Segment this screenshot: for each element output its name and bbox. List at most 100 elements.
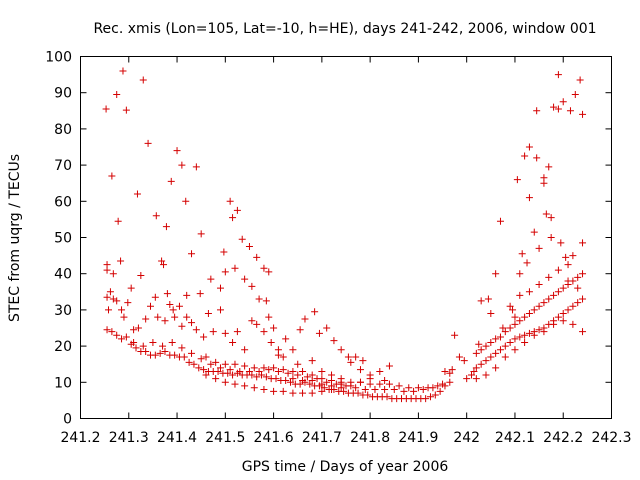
data-point xyxy=(308,389,316,397)
data-point xyxy=(144,139,152,147)
data-point xyxy=(511,335,519,343)
data-point xyxy=(303,373,311,381)
data-point xyxy=(200,366,208,374)
y-tick-label: 90 xyxy=(54,86,72,102)
data-point xyxy=(390,386,398,394)
data-point xyxy=(248,282,256,290)
data-point xyxy=(102,105,110,113)
data-point xyxy=(212,358,220,366)
data-point xyxy=(163,290,171,298)
data-point xyxy=(255,295,263,303)
data-point xyxy=(579,110,587,118)
data-point xyxy=(296,380,304,388)
data-point xyxy=(535,244,543,252)
data-point xyxy=(226,366,234,374)
data-point xyxy=(231,264,239,272)
data-point xyxy=(296,326,304,334)
y-tick-label: 10 xyxy=(54,375,72,391)
data-point xyxy=(337,346,345,354)
data-point xyxy=(547,234,555,241)
data-point xyxy=(361,386,369,394)
data-point xyxy=(540,328,548,336)
data-point xyxy=(506,324,514,332)
data-point xyxy=(106,288,114,296)
axis-ticks xyxy=(80,56,612,419)
data-point xyxy=(192,163,200,171)
data-point xyxy=(496,217,504,225)
y-axis-label: STEC from uqrg / TECUs xyxy=(7,154,23,322)
x-tick-label: 241.6 xyxy=(254,430,294,446)
data-point xyxy=(139,342,147,350)
data-point xyxy=(162,223,170,231)
data-point xyxy=(221,378,229,386)
data-point xyxy=(272,375,280,383)
data-point xyxy=(535,326,543,334)
data-point xyxy=(241,362,249,370)
data-point xyxy=(347,358,355,366)
data-point xyxy=(214,367,222,375)
y-tick-label: 0 xyxy=(63,412,72,428)
data-point xyxy=(103,326,111,334)
data-point xyxy=(196,290,204,298)
data-point xyxy=(262,297,270,305)
data-point xyxy=(188,349,196,357)
data-point xyxy=(472,375,480,383)
data-point xyxy=(482,342,490,350)
data-point xyxy=(294,360,302,368)
data-point xyxy=(241,275,249,283)
x-tick-label: 242.1 xyxy=(495,430,535,446)
data-point xyxy=(506,338,514,346)
data-point xyxy=(284,369,292,377)
data-point xyxy=(455,353,463,361)
data-point xyxy=(233,328,241,336)
data-point xyxy=(492,364,500,372)
data-point xyxy=(405,384,413,392)
data-point xyxy=(501,353,509,361)
data-point xyxy=(347,382,355,390)
data-point xyxy=(301,315,309,323)
data-point xyxy=(158,257,166,265)
data-point xyxy=(238,235,246,243)
data-point xyxy=(248,371,256,379)
data-point xyxy=(550,320,558,328)
data-point xyxy=(525,194,533,202)
data-points xyxy=(102,67,587,403)
data-point xyxy=(260,386,268,394)
x-axis-label: GPS time / Days of year 2006 xyxy=(242,459,449,475)
data-point xyxy=(260,328,268,336)
data-point xyxy=(318,367,326,375)
data-point xyxy=(328,371,336,379)
data-point xyxy=(113,91,121,99)
data-point xyxy=(451,331,459,339)
data-point xyxy=(183,291,191,299)
data-point xyxy=(178,322,186,330)
data-point xyxy=(229,371,237,379)
data-point xyxy=(248,317,256,325)
data-point xyxy=(289,389,297,397)
data-point xyxy=(579,295,587,303)
data-point xyxy=(216,306,224,314)
data-point xyxy=(231,360,239,368)
data-point xyxy=(207,275,215,283)
data-point xyxy=(477,360,485,368)
data-point xyxy=(173,147,181,155)
data-point xyxy=(569,320,577,328)
x-tick-label: 242 xyxy=(453,430,480,446)
data-point xyxy=(279,353,287,361)
data-point xyxy=(381,386,389,394)
data-point xyxy=(175,302,183,310)
y-tick-label: 60 xyxy=(54,194,72,210)
data-point xyxy=(523,259,531,267)
data-point xyxy=(192,326,200,334)
data-point xyxy=(130,338,138,346)
data-point xyxy=(530,228,538,236)
data-point xyxy=(103,266,111,274)
data-point xyxy=(564,277,572,285)
data-point xyxy=(492,335,500,343)
data-point xyxy=(376,380,384,388)
data-point xyxy=(426,393,434,401)
data-point xyxy=(364,391,372,399)
data-point xyxy=(132,344,140,352)
data-point xyxy=(554,288,562,296)
data-point xyxy=(366,371,374,379)
